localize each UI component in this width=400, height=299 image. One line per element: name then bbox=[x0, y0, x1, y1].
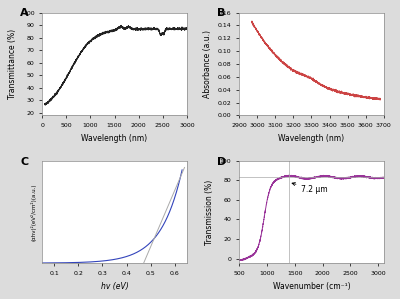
Text: 7.2 μm: 7.2 μm bbox=[292, 182, 328, 194]
Text: B: B bbox=[217, 8, 226, 19]
Y-axis label: Transmittance (%): Transmittance (%) bbox=[8, 29, 17, 99]
Y-axis label: Absorbance (a.u.): Absorbance (a.u.) bbox=[203, 30, 212, 98]
X-axis label: Wavelength (nm): Wavelength (nm) bbox=[278, 134, 344, 143]
Text: D: D bbox=[217, 156, 226, 167]
Y-axis label: Transmission (%): Transmission (%) bbox=[205, 179, 214, 245]
X-axis label: Wavenumber (cm⁻¹): Wavenumber (cm⁻¹) bbox=[272, 282, 350, 291]
Text: C: C bbox=[20, 156, 28, 167]
Y-axis label: (αhv)²(eV²/cm²)(a.u.): (αhv)²(eV²/cm²)(a.u.) bbox=[30, 183, 36, 241]
Text: A: A bbox=[20, 8, 29, 19]
X-axis label: Wavelength (nm): Wavelength (nm) bbox=[82, 134, 148, 143]
X-axis label: hv (eV): hv (eV) bbox=[101, 282, 128, 291]
